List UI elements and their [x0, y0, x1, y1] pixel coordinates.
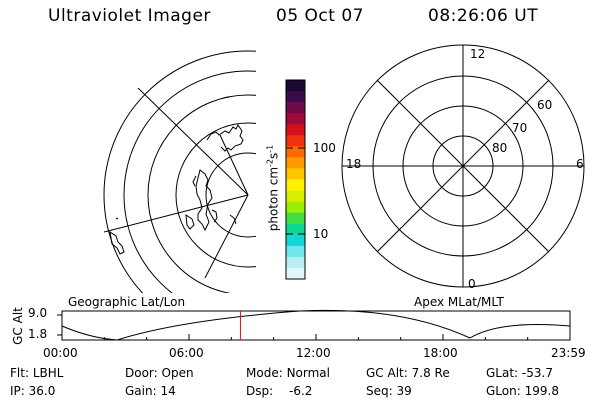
longitude-line [219, 134, 249, 196]
colorbar-cell [286, 135, 305, 147]
mlat-label-60: 60 [537, 98, 553, 112]
colorbar-frame [285, 79, 306, 280]
status-mode: Mode: Normal [246, 366, 330, 380]
latitude-circle [103, 50, 256, 293]
colorbar-label-100: 100 [313, 141, 336, 155]
y-label-9: 9.0 [28, 306, 48, 320]
colorbar-cell [286, 234, 305, 247]
instrument-title: Ultraviolet Imager [48, 6, 211, 26]
x-label-0600: 06:00 [169, 346, 204, 360]
coastline [109, 124, 244, 255]
altitude-axis-label: GC Alt [11, 307, 25, 345]
mlat-label-80: 80 [492, 141, 508, 155]
polar-mlt-grid [341, 44, 585, 288]
x-label-0000: 00:00 [43, 346, 78, 360]
colorbar-cell [286, 157, 305, 169]
mlt-label-6: 6 [576, 157, 584, 171]
colorbar-cell [286, 146, 305, 158]
status-seq: Seq: 39 [366, 384, 412, 398]
colorbar-cell [286, 124, 305, 136]
intensity-colorbar [285, 79, 306, 280]
colorbar-cell [286, 212, 305, 225]
colorbar-cell [286, 245, 305, 258]
observation-date: 05 Oct 07 [276, 6, 364, 26]
unit-exp-cm: -2 [265, 158, 275, 167]
mlt-label-12: 12 [470, 47, 486, 61]
colorbar-cell [286, 256, 305, 269]
colorbar-cell [286, 267, 305, 280]
mlt-label-0: 0 [468, 277, 476, 291]
colorbar-cell [286, 168, 305, 180]
apex-panel-title: Apex MLat/MLT [414, 295, 504, 309]
x-label-1200: 12:00 [296, 346, 331, 360]
geographic-panel-title: Geographic Lat/Lon [68, 295, 186, 309]
colorbar-cell [286, 102, 305, 114]
status-glat: GLat: -53.7 [486, 366, 553, 380]
colorbar-cell [286, 179, 305, 192]
latitude-circle [123, 70, 256, 293]
latitude-circle [205, 152, 256, 238]
colorbar-cell [286, 91, 305, 103]
status-glon: GLon: 199.8 [486, 384, 559, 398]
colorbar-cell [286, 223, 305, 236]
x-label-2359: 23:59 [551, 346, 586, 360]
status-door: Door: Open [125, 366, 194, 380]
status-gc-alt: GC Alt: 7.8 Re [366, 366, 450, 380]
status-dsp: Dsp: -6.2 [246, 384, 313, 398]
y-label-1-8: 1.8 [28, 327, 48, 341]
colorbar-cell [286, 201, 305, 214]
altitude-strip [57, 309, 571, 341]
colorbar-unit-label: photon cm-2s-1 [266, 145, 281, 232]
colorbar-label-10: 10 [313, 227, 329, 241]
colorbar-cell [286, 190, 305, 203]
geographic-map [103, 50, 256, 293]
longitude-line [137, 87, 249, 196]
altitude-curve [61, 309, 571, 341]
longitude-line [204, 194, 249, 279]
latitude-circle [147, 94, 256, 293]
mlat-label-70: 70 [512, 121, 528, 135]
unit-photon-cm: photon cm [266, 166, 281, 232]
status-ip: IP: 36.0 [10, 384, 56, 398]
unit-exp-s: -1 [265, 144, 275, 153]
status-filter: Flt: LBHL [10, 366, 64, 380]
colorbar-cell [286, 113, 305, 125]
polar-diagonal [376, 79, 550, 253]
colorbar-cell [286, 80, 305, 92]
status-gain: Gain: 14 [125, 384, 176, 398]
observation-time: 08:26:06 UT [428, 6, 539, 26]
latitude-circle [175, 122, 256, 268]
unit-s: s [266, 152, 281, 159]
x-label-1800: 18:00 [423, 346, 458, 360]
longitude-line [103, 194, 249, 233]
mlt-label-18: 18 [346, 157, 362, 171]
